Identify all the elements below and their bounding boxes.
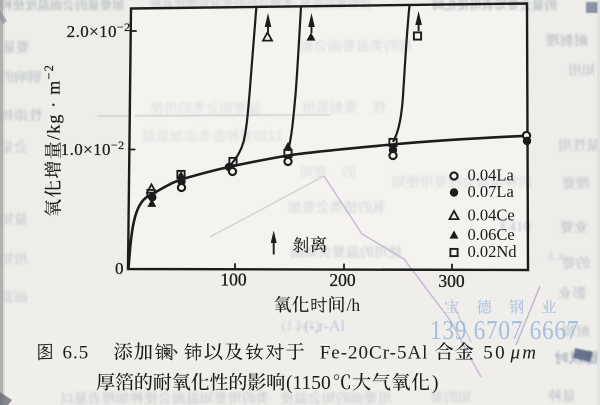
svg-text:100: 100 (220, 270, 247, 290)
svg-text:0.07La: 0.07La (468, 182, 515, 201)
svg-text:1.0×10−2: 1.0×10−2 (61, 138, 125, 159)
svg-text:): ) (432, 373, 439, 394)
svg-text:6.5: 6.5 (63, 343, 90, 364)
svg-text:300: 300 (438, 271, 465, 291)
svg-text:-l..c: -l..c (545, 248, 565, 263)
svg-text:(1150: (1150 (286, 373, 331, 394)
svg-text:/kg · m−2: /kg · m−2 (42, 64, 64, 140)
svg-text:. (-,r-Al: . (-,r-Al (296, 318, 346, 335)
svg-text:200: 200 (329, 270, 356, 290)
svg-text:Fe-20Cr-5Al: Fe-20Cr-5Al (320, 343, 429, 364)
svg-text:0.06Ce: 0.06Ce (468, 225, 515, 244)
svg-text:50: 50 (483, 343, 507, 364)
svg-text:0: 0 (115, 259, 124, 278)
svg-text:2.0×10−2: 2.0×10−2 (67, 20, 131, 41)
svg-text:139 6707 6667: 139 6707 6667 (430, 314, 579, 345)
svg-text:0.04La: 0.04La (468, 166, 515, 185)
svg-text:/h: /h (347, 295, 361, 315)
svg-text:0.04Ce: 0.04Ce (468, 206, 515, 225)
svg-text:(1-4.1): (1-4.1) (281, 319, 320, 334)
svg-text:F410: F410 (500, 219, 531, 235)
svg-text:μm: μm (510, 343, 539, 364)
svg-text:0.02Nd: 0.02Nd (468, 242, 518, 261)
